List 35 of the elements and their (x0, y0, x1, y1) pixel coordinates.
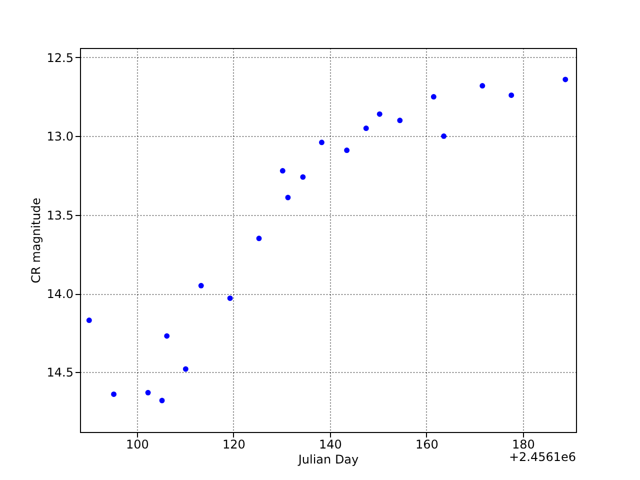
point (182, 366, 188, 372)
point (164, 333, 170, 339)
point (198, 282, 204, 288)
point (256, 236, 262, 242)
point (344, 148, 350, 154)
point (376, 111, 382, 117)
point (441, 133, 447, 139)
x-axis-title: Julian Day (297, 452, 359, 466)
point (285, 194, 291, 200)
y-tick-label: 13.0 (46, 130, 74, 144)
point (430, 94, 436, 100)
y-tick-label: 12.5 (46, 50, 74, 65)
x-tick-label: 160 (415, 438, 438, 452)
point (508, 92, 514, 98)
x-tick-label: 180 (512, 438, 535, 452)
point (159, 398, 165, 404)
y-tick-label: 14.5 (46, 366, 74, 380)
point (397, 118, 403, 124)
y-tick-label: 14.0 (46, 287, 74, 302)
point (227, 295, 233, 301)
point (111, 391, 117, 397)
y-axis-title: CR magnitude (28, 198, 43, 284)
x-tick-label: 120 (222, 438, 246, 452)
point (300, 174, 306, 180)
y-tick-label: 13.5 (46, 208, 74, 222)
x-tick-label: 100 (126, 438, 149, 452)
point (562, 76, 568, 82)
text: +2.4561e6 (508, 450, 576, 464)
point (480, 83, 486, 89)
point (318, 140, 324, 146)
point (86, 318, 92, 323)
point (363, 126, 369, 131)
x-tick-label: 140 (318, 438, 342, 452)
point (280, 168, 286, 174)
point (145, 390, 151, 396)
